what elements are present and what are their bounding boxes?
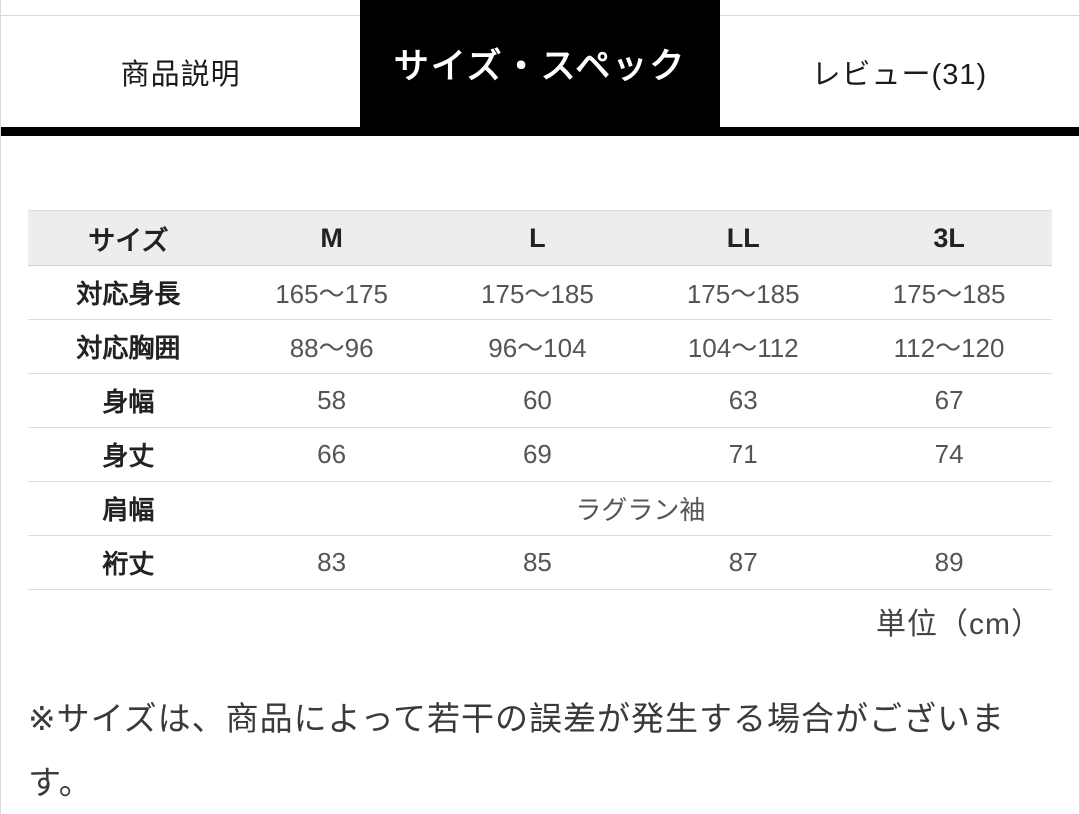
cell-value: 69	[434, 427, 641, 482]
cell-value: 175〜185	[434, 265, 641, 320]
tab-reviews[interactable]: レビュー(31)	[719, 15, 1079, 127]
cell-value: 165〜175	[228, 265, 435, 320]
cell-value: 74	[846, 427, 1052, 482]
col-header-size: サイズ	[28, 210, 229, 266]
tab-size-spec[interactable]: サイズ・スペック	[360, 0, 720, 127]
cell-value: 66	[228, 427, 435, 482]
cell-value: 96〜104	[434, 319, 641, 374]
table-row: 身丈 66 69 71 74	[28, 427, 1052, 482]
table-row: 肩幅 ラグラン袖	[28, 481, 1052, 536]
table-header-row: サイズ M L LL 3L	[28, 210, 1052, 266]
cell-value: 58	[228, 373, 435, 428]
cell-value: 88〜96	[228, 319, 435, 374]
table-row: 裄丈 83 85 87 89	[28, 535, 1052, 590]
col-header-m: M	[228, 210, 435, 266]
cell-value: 104〜112	[640, 319, 847, 374]
col-header-3l: 3L	[846, 210, 1052, 266]
cell-value: 83	[228, 535, 435, 590]
cell-value: 175〜185	[846, 265, 1052, 320]
cell-value: 87	[640, 535, 847, 590]
col-header-ll: LL	[640, 210, 847, 266]
row-label-body-width: 身幅	[28, 373, 229, 428]
tabbar-underline	[1, 127, 1079, 136]
size-disclaimer: ※サイズは、商品によって若干の誤差が発生する場合がございます。	[28, 700, 1006, 802]
cell-value-spanning: ラグラン袖	[228, 481, 1052, 536]
cell-value: 60	[434, 373, 641, 428]
table-row: 対応胸囲 88〜96 96〜104 104〜112 112〜120	[28, 319, 1052, 374]
cell-value: 71	[640, 427, 847, 482]
size-spec-table: サイズ M L LL 3L 対応身長 165〜175 175〜185 175〜1…	[28, 210, 1052, 590]
product-tabs: 商品説明 サイズ・スペック レビュー(31)	[1, 0, 1079, 127]
size-spec-panel: サイズ M L LL 3L 対応身長 165〜175 175〜185 175〜1…	[1, 210, 1079, 814]
cell-value: 175〜185	[640, 265, 847, 320]
row-label-sleeve-length: 裄丈	[28, 535, 229, 590]
cell-value: 67	[846, 373, 1052, 428]
table-row: 身幅 58 60 63 67	[28, 373, 1052, 428]
col-header-l: L	[434, 210, 641, 266]
cell-value: 85	[434, 535, 641, 590]
cell-value: 112〜120	[846, 319, 1052, 374]
cell-value: 63	[640, 373, 847, 428]
row-label-body-length: 身丈	[28, 427, 229, 482]
row-label-chest: 対応胸囲	[28, 319, 229, 374]
unit-note: 単位（cm）	[876, 608, 1042, 641]
tab-product-description[interactable]: 商品説明	[1, 15, 361, 127]
table-row: 対応身長 165〜175 175〜185 175〜185 175〜185	[28, 265, 1052, 320]
row-label-shoulder-width: 肩幅	[28, 481, 229, 536]
cell-value: 89	[846, 535, 1052, 590]
row-label-height: 対応身長	[28, 265, 229, 320]
